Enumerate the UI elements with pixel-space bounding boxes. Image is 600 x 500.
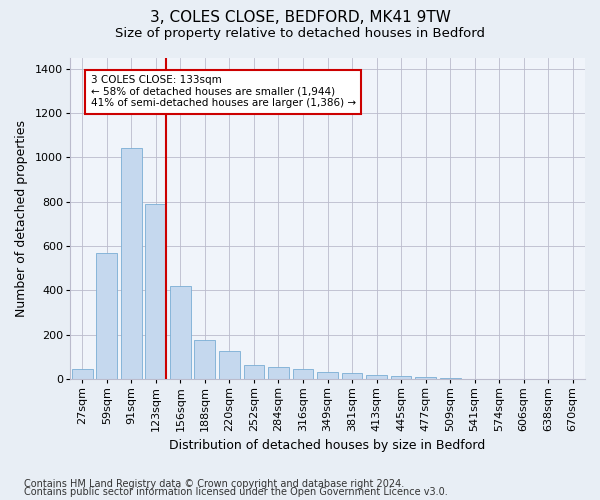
Bar [268,367,289,379]
Bar [219,350,240,379]
Text: 3, COLES CLOSE, BEDFORD, MK41 9TW: 3, COLES CLOSE, BEDFORD, MK41 9TW [149,10,451,25]
Bar [72,369,92,379]
Bar [391,376,412,379]
Bar [440,378,461,379]
Bar [341,373,362,379]
Bar [244,364,265,379]
Bar [293,369,313,379]
Bar [317,372,338,379]
X-axis label: Distribution of detached houses by size in Bedford: Distribution of detached houses by size … [169,440,485,452]
Bar [194,340,215,379]
Y-axis label: Number of detached properties: Number of detached properties [15,120,28,317]
Text: Size of property relative to detached houses in Bedford: Size of property relative to detached ho… [115,28,485,40]
Bar [170,286,191,379]
Bar [121,148,142,379]
Text: Contains public sector information licensed under the Open Government Licence v3: Contains public sector information licen… [24,487,448,497]
Bar [145,204,166,379]
Bar [415,377,436,379]
Bar [366,374,387,379]
Text: 3 COLES CLOSE: 133sqm
← 58% of detached houses are smaller (1,944)
41% of semi-d: 3 COLES CLOSE: 133sqm ← 58% of detached … [91,75,356,108]
Bar [97,252,117,379]
Text: Contains HM Land Registry data © Crown copyright and database right 2024.: Contains HM Land Registry data © Crown c… [24,479,404,489]
